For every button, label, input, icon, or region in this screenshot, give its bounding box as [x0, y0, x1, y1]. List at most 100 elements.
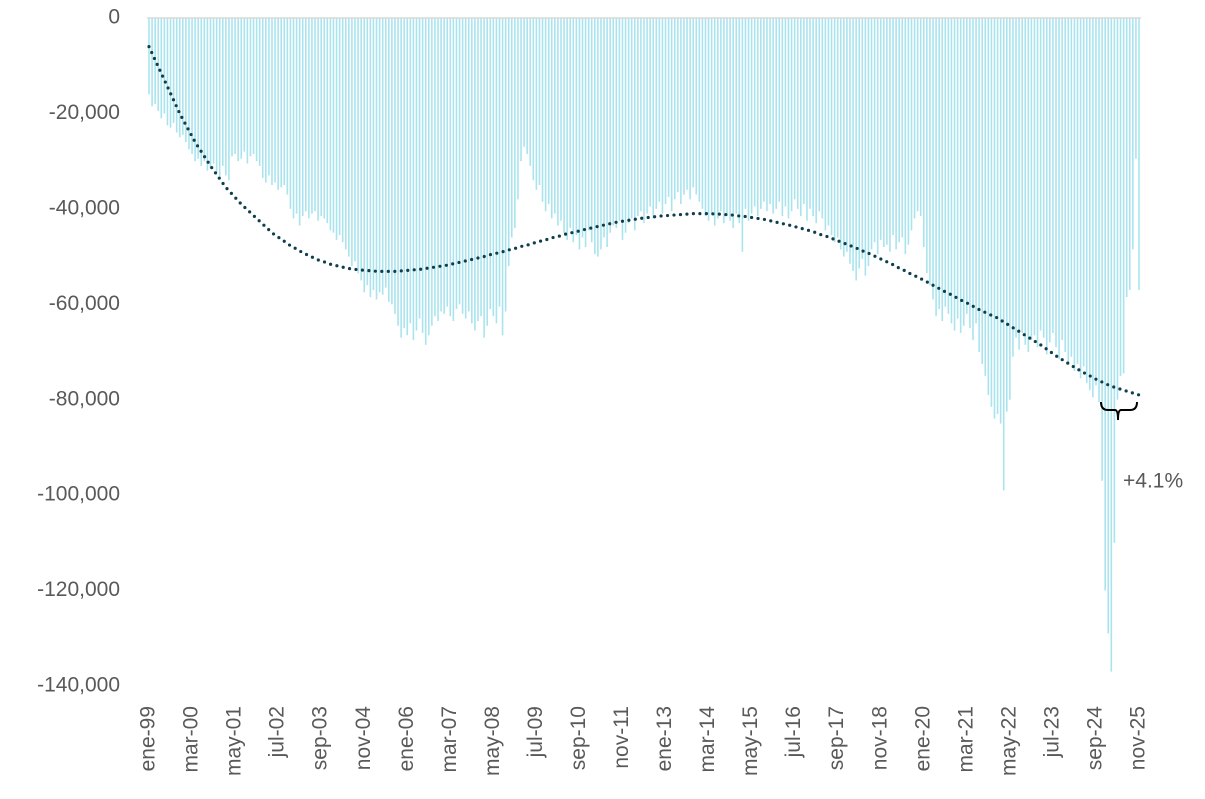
bar: [1101, 18, 1103, 481]
bar: [938, 18, 940, 310]
bar: [283, 18, 286, 185]
bar: [843, 18, 845, 257]
bar: [769, 18, 771, 205]
bar: [1009, 18, 1011, 400]
bar: [818, 18, 821, 212]
x-tick-label: ene-06: [395, 706, 418, 771]
x-tick-label: jul-09: [524, 706, 547, 758]
bar: [883, 18, 885, 248]
x-tick-label: jul-16: [782, 706, 805, 758]
bar: [1058, 18, 1060, 360]
x-tick-label: ene-20: [911, 706, 934, 771]
bar: [594, 18, 596, 255]
bar: [492, 18, 495, 317]
bar: [1055, 18, 1057, 348]
bar: [1092, 18, 1094, 398]
bar: [1030, 18, 1033, 341]
bar: [919, 18, 922, 217]
bar: [1085, 18, 1088, 384]
bar: [378, 18, 381, 293]
bar: [929, 18, 931, 286]
bar: [640, 18, 642, 212]
bar: [477, 18, 479, 321]
bar: [861, 18, 864, 259]
bar: [292, 18, 295, 219]
bar: [363, 18, 366, 293]
bar: [1119, 18, 1122, 376]
bar: [148, 18, 150, 95]
bar: [726, 18, 728, 217]
bar: [1024, 18, 1027, 345]
bar: [329, 18, 332, 231]
bar: [182, 18, 184, 135]
bar: [760, 18, 762, 209]
bar: [480, 18, 482, 317]
bar: [249, 18, 252, 157]
bar: [258, 18, 261, 166]
bar: [975, 18, 977, 324]
x-tick-label: ene-99: [137, 706, 160, 771]
x-tick-label: may-22: [997, 706, 1020, 776]
bar: [384, 18, 387, 288]
bar: [397, 18, 399, 326]
bar: [658, 18, 661, 202]
bar: [870, 18, 873, 250]
bar: [535, 18, 538, 190]
y-tick-label: -120,000: [37, 578, 120, 601]
bar: [341, 18, 344, 243]
bar: [606, 18, 608, 248]
bar: [833, 18, 836, 243]
bar: [1098, 18, 1100, 403]
bar: [308, 18, 310, 219]
x-tick-label: may-15: [739, 706, 762, 776]
bar: [858, 18, 861, 269]
bar: [317, 18, 319, 221]
bar: [710, 18, 713, 214]
bar: [637, 18, 639, 217]
bar: [268, 18, 270, 176]
bar: [163, 18, 166, 114]
bar: [707, 18, 710, 221]
x-tick-label: nov-11: [610, 706, 633, 769]
bar: [523, 18, 525, 147]
bar: [246, 18, 249, 164]
bar: [338, 18, 341, 236]
bar: [566, 18, 568, 240]
bar: [335, 18, 338, 240]
bar: [178, 18, 181, 138]
bar: [913, 18, 916, 219]
bar: [1079, 18, 1082, 379]
bar: [1076, 18, 1079, 364]
bar: [277, 18, 279, 190]
bar: [520, 18, 522, 162]
bar: [698, 18, 701, 202]
bar: [673, 18, 676, 200]
bar: [809, 18, 811, 209]
bar: [793, 18, 796, 200]
bar: [289, 18, 292, 209]
bar: [1110, 18, 1113, 672]
bar: [941, 18, 944, 321]
bar: [504, 18, 507, 312]
bar: [775, 18, 778, 209]
x-tick-label: nov-18: [868, 706, 891, 770]
bar: [575, 18, 578, 236]
bar: [1015, 18, 1017, 338]
bar: [295, 18, 298, 214]
bar: [409, 18, 412, 324]
bar: [569, 18, 572, 228]
bar: [790, 18, 793, 212]
bar: [449, 18, 452, 317]
x-tick-label: sep-03: [309, 706, 332, 770]
bar: [427, 18, 430, 336]
bar: [763, 18, 765, 202]
bar: [815, 18, 817, 224]
bar: [467, 18, 470, 312]
bar: [646, 18, 648, 214]
bar: [713, 18, 716, 226]
bar: [1116, 18, 1119, 400]
bar: [990, 18, 993, 407]
bar: [514, 18, 516, 228]
bar: [314, 18, 316, 212]
